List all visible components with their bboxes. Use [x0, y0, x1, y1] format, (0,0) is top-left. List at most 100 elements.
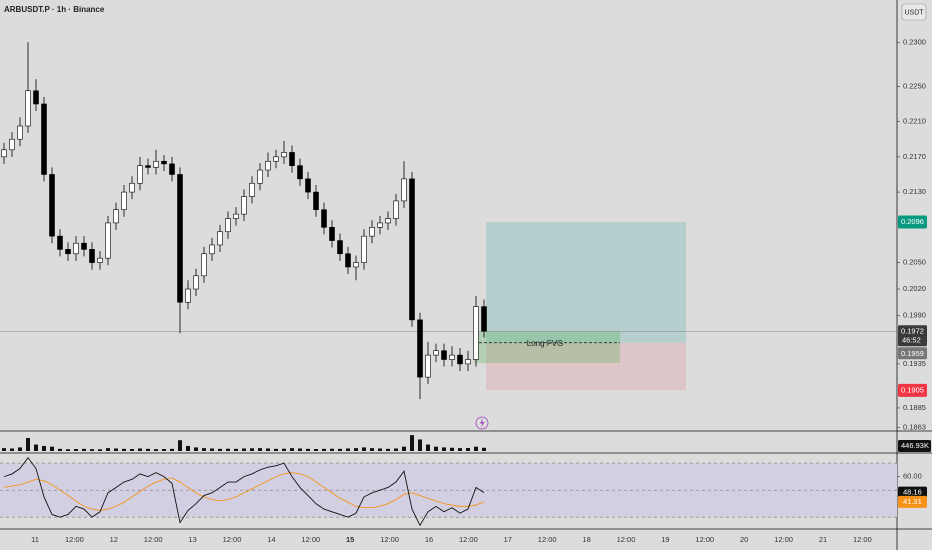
candle-body	[361, 235, 367, 263]
x-tick-label: 12:00	[144, 535, 163, 544]
volume-bar	[90, 449, 94, 451]
y-tick-label: 60.00	[903, 472, 922, 481]
candle-body	[329, 227, 335, 241]
candle-body	[273, 156, 279, 162]
candle-body	[1, 149, 7, 158]
rsi-value-box	[898, 495, 927, 508]
candle-body	[145, 165, 151, 168]
volume-bar	[450, 447, 454, 451]
candle-body	[297, 165, 303, 180]
candle-body	[417, 319, 423, 378]
candle-body	[337, 240, 343, 255]
candle-body	[185, 288, 191, 303]
x-tick-label: 12:00	[774, 535, 793, 544]
volume-bar	[250, 448, 254, 451]
x-tick-label: 12	[110, 535, 118, 544]
x-tick-label: 12:00	[380, 535, 399, 544]
volume-bar	[50, 446, 54, 451]
volume-bar	[106, 448, 110, 451]
candle-body	[369, 227, 375, 237]
volume-bar	[154, 449, 158, 451]
y-tick-label: 0.2250	[903, 81, 926, 90]
candle-body	[233, 213, 239, 219]
volume-bar	[58, 448, 62, 451]
volume-bar	[122, 448, 126, 451]
y-tick-label: 0.2020	[903, 284, 926, 293]
volume-bar	[170, 448, 174, 451]
volume-bar	[266, 448, 270, 451]
volume-bar	[2, 448, 6, 451]
y-tick-label: 0.2300	[903, 37, 926, 46]
candle-body	[393, 200, 399, 219]
rsi-line	[3, 472, 485, 511]
volume-bar	[362, 447, 366, 451]
candle-body	[137, 165, 143, 184]
candle-body	[249, 182, 255, 197]
volume-bar	[466, 447, 470, 451]
volume-bar	[66, 449, 70, 451]
candle-body	[457, 354, 463, 365]
rsi-value-label: 41.31	[903, 497, 922, 506]
candle-body	[129, 182, 135, 193]
volume-bar	[346, 448, 350, 451]
event-icon[interactable]	[475, 416, 489, 430]
y-tick-label: 0.2210	[903, 117, 926, 126]
rsi-value-box	[898, 486, 927, 499]
candle-body	[161, 160, 167, 165]
x-tick-label: 12:00	[853, 535, 872, 544]
rsi-band	[0, 463, 897, 518]
volume-bar	[130, 448, 134, 451]
x-tick-label: 12:00	[617, 535, 636, 544]
candle-body	[201, 253, 207, 277]
candle-body	[281, 152, 287, 158]
candle-body	[89, 249, 95, 263]
volume-bar	[114, 448, 118, 451]
take-profit-label-box	[898, 215, 927, 229]
candle-body	[465, 359, 471, 365]
x-tick-label: 13	[188, 535, 196, 544]
volume-bar	[34, 444, 38, 451]
volume-bar	[394, 448, 398, 451]
candle-body	[313, 191, 319, 211]
volume-bar	[410, 435, 414, 451]
y-tick-label: 0.1990	[903, 310, 926, 319]
volume-bar	[186, 445, 190, 451]
volume-bar	[218, 448, 222, 451]
volume-bar	[258, 448, 262, 451]
y-tick-label: 0.2050	[903, 258, 926, 267]
x-tick-label: 19	[661, 535, 669, 544]
candle-body	[105, 222, 111, 259]
take-profit-zone	[486, 222, 686, 343]
candle-body	[25, 90, 31, 127]
entry-label: 0.1959	[901, 349, 924, 358]
take-profit-label: 0.2096	[901, 217, 924, 226]
volume-bar	[82, 448, 86, 451]
y-tick-label: 0.1935	[903, 359, 926, 368]
candle-body	[33, 90, 39, 105]
x-tick-label: 11	[31, 535, 39, 544]
volume-bar	[298, 448, 302, 451]
volume-bar	[202, 448, 206, 451]
volume-bar	[146, 448, 150, 451]
candle-body	[377, 222, 383, 228]
current-price-label: 0.1972	[901, 326, 924, 335]
x-tick-label: 12:00	[301, 535, 320, 544]
currency-label[interactable]: USDT	[904, 9, 924, 16]
volume-bar	[442, 447, 446, 451]
candle-body	[385, 218, 391, 224]
candle-body	[177, 174, 183, 303]
x-tick-label: 20	[740, 535, 748, 544]
volume-bar	[418, 439, 422, 451]
volume-bar	[226, 448, 230, 451]
currency-button[interactable]	[901, 3, 927, 21]
volume-bar	[210, 448, 214, 451]
candle-body	[449, 354, 455, 360]
x-tick-label: 12:00	[223, 535, 242, 544]
x-tick-label: 14	[267, 535, 275, 544]
event-icon-bolt	[480, 418, 485, 428]
candle-body	[73, 242, 79, 255]
candle-body	[305, 178, 311, 193]
volume-bar	[42, 445, 46, 451]
